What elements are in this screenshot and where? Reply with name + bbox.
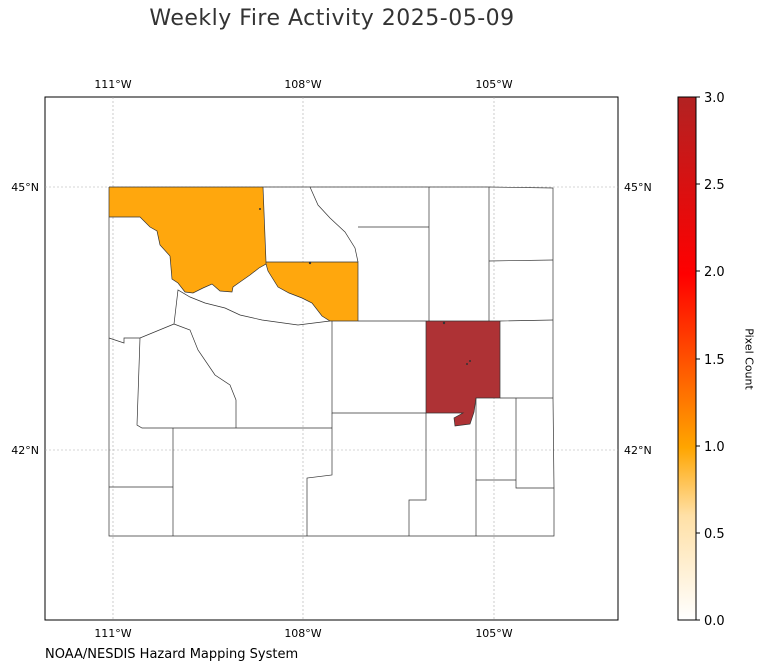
county-boundaries bbox=[108, 186, 555, 537]
lat-tick-left: 45°N bbox=[11, 181, 39, 194]
colorbar-tick-label: 0.0 bbox=[704, 614, 725, 629]
lat-tick-right: 42°N bbox=[624, 444, 652, 457]
colorbar-tick-label: 3.0 bbox=[704, 91, 725, 106]
colorbar bbox=[677, 96, 697, 621]
lon-tick-bottom: 105°W bbox=[475, 627, 512, 640]
lon-tick-top: 111°W bbox=[94, 78, 131, 91]
county-bighorn-fire bbox=[266, 262, 358, 321]
lon-tick-bottom: 111°W bbox=[94, 627, 131, 640]
county-park-fire bbox=[109, 187, 266, 293]
colorbar-tick-label: 2.0 bbox=[704, 265, 725, 280]
credit-text: NOAA/NESDIS Hazard Mapping System bbox=[45, 647, 299, 662]
lat-tick-left: 42°N bbox=[11, 444, 39, 457]
colorbar-tick-label: 0.5 bbox=[704, 527, 725, 542]
map-frame bbox=[44, 96, 619, 621]
lon-tick-bottom: 108°W bbox=[284, 627, 321, 640]
fire-points bbox=[259, 208, 471, 365]
colorbar-label: Pixel Count bbox=[742, 328, 756, 390]
lon-tick-top: 105°W bbox=[475, 78, 512, 91]
lat-tick-right: 45°N bbox=[624, 181, 652, 194]
colorbar-tick-label: 1.0 bbox=[704, 440, 725, 455]
map-title: Weekly Fire Activity 2025-05-09 bbox=[149, 6, 515, 31]
colorbar-tick-label: 2.5 bbox=[704, 178, 725, 193]
colorbar-ticks bbox=[696, 96, 700, 621]
colorbar-tick-label: 1.5 bbox=[704, 353, 725, 368]
county-converse-fire bbox=[426, 321, 500, 426]
lon-tick-top: 108°W bbox=[284, 78, 321, 91]
